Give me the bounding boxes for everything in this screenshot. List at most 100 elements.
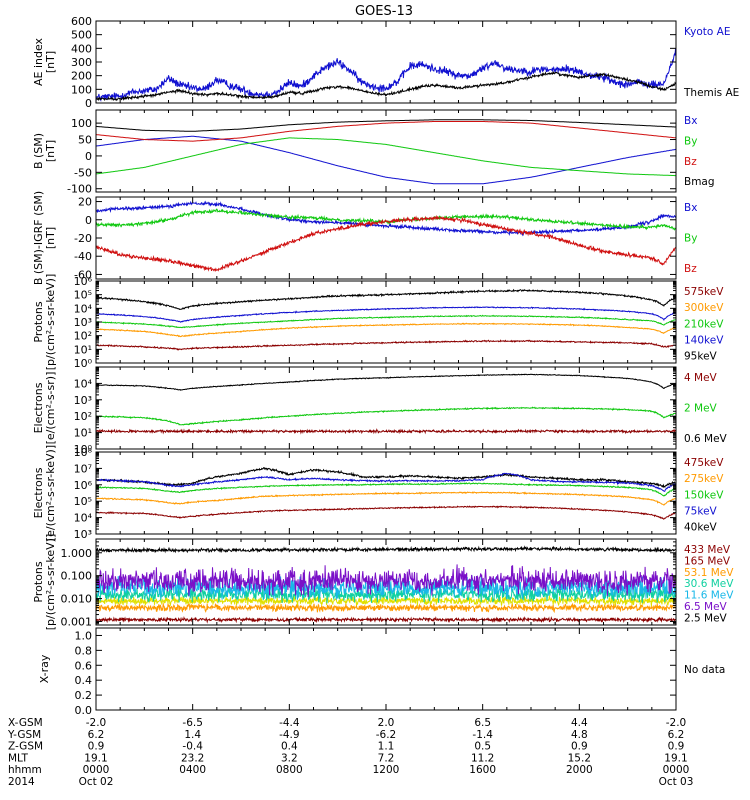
y-tick-label: -50: [74, 166, 92, 179]
ephemeris-cell: 1.1: [378, 741, 395, 753]
ephemeris-row-name: 2014: [8, 776, 35, 788]
panel-frame: [95, 366, 677, 450]
legend-label-protons: 300keV: [684, 302, 724, 314]
series-electrons_lo-150kev: [95, 482, 676, 497]
y-axis-label: [p/(cm²-s-sr-keV)]: [44, 274, 57, 371]
legend-label-bsm: Bz: [684, 156, 697, 168]
y-tick-label: -60: [74, 268, 92, 281]
y-tick-label: 10²: [74, 410, 92, 423]
legend-label-electrons_lo: 75keV: [684, 505, 718, 517]
ephemeris-cell: 1200: [373, 764, 400, 776]
ephemeris-cell: 1600: [469, 764, 496, 776]
series-protons-300kev: [95, 322, 676, 338]
y-tick-label: 10¹: [74, 343, 92, 356]
panel-electrons_hi: 10⁰ 10¹ 10² 10³ 10⁴ Electrons [e/(cm²-s-sr)] 4 …: [32, 366, 728, 456]
series-protons-140kev: [95, 306, 676, 323]
y-axis-label: Electrons: [32, 382, 45, 433]
y-tick-label: 0.100: [61, 570, 93, 583]
ephemeris-cell: 4.8: [571, 729, 588, 741]
legend-label-protons_hi: 6.5 MeV: [684, 601, 728, 613]
y-tick-label: 10⁴: [74, 512, 93, 525]
ephemeris-cell: Oct 03: [659, 776, 694, 788]
y-tick-label: 10⁵: [74, 289, 92, 302]
legend-label-electrons_lo: 275keV: [684, 473, 724, 485]
y-tick-label: 0.010: [61, 593, 93, 606]
y-tick-label: 400: [71, 42, 92, 55]
legend-label-protons_hi: 11.6 MeV: [684, 590, 734, 602]
y-tick-label: 10³: [74, 394, 92, 407]
series-electrons_hi-2-mev: [95, 406, 676, 426]
y-tick-label: 10²: [74, 330, 92, 343]
ephemeris-cell: 6.2: [88, 729, 105, 741]
y-tick-label: 0: [85, 150, 92, 163]
y-tick-label: 0.4: [75, 674, 93, 687]
ephemeris-cell: -4.4: [279, 717, 300, 729]
legend-label-protons_hi: 433 MeV: [684, 544, 731, 556]
y-tick-label: 50: [78, 134, 92, 147]
panel-xray: 0.0 0.2 0.4 0.6 0.8 1.0 X-ray No data: [38, 627, 725, 717]
ephemeris-row-name: hhmm: [8, 764, 42, 776]
ephemeris-cell: 7.2: [378, 752, 395, 764]
ephemeris-cell: -6.2: [376, 729, 397, 741]
legend-label-electrons_lo: 150keV: [684, 489, 724, 501]
y-tick-label: -100: [67, 183, 92, 196]
legend-label-protons_hi: 2.5 MeV: [684, 612, 728, 624]
y-tick-label: -40: [74, 250, 92, 263]
panel-frame: [95, 627, 677, 711]
y-tick-label: 10⁰: [74, 357, 93, 370]
ephemeris-cell: 0000: [663, 764, 690, 776]
ephemeris-cell: 2.0: [378, 717, 395, 729]
series-bsm-bx: [95, 135, 676, 185]
ephemeris-row-name: MLT: [8, 752, 28, 764]
legend-label-bigrf: By: [684, 233, 697, 245]
series-protons_hi-433-mev: [95, 545, 676, 554]
legend-label-protons_hi: 53.1 MeV: [684, 567, 734, 579]
series-protons-575kev: [95, 339, 676, 351]
ephemeris-row-name: Z-GSM: [8, 741, 43, 753]
series-electrons_hi-4-mev: [95, 428, 676, 435]
y-tick-label: 20: [78, 196, 92, 209]
legend-label-bigrf: Bx: [684, 202, 697, 214]
y-tick-label: 0.001: [61, 615, 93, 628]
y-tick-label: 10¹: [74, 427, 92, 440]
series-bigrf-bx: [95, 200, 676, 237]
y-tick-label: 0: [85, 97, 92, 110]
y-axis-label: [nT]: [44, 51, 57, 73]
legend-label-protons: 140keV: [684, 334, 724, 346]
ephemeris-cell: 11.2: [471, 752, 494, 764]
y-tick-label: 10⁴: [74, 377, 93, 390]
ephemeris-cell: -2.0: [86, 717, 107, 729]
y-tick-label: 10⁶: [74, 479, 93, 492]
ephemeris-cell: 15.2: [568, 752, 591, 764]
panel-bsm: -100 -50 0 50 100 B (SM) [nT] Bx By Bz Bmag: [32, 109, 715, 196]
legend-label-bsm: Bx: [684, 115, 697, 127]
y-tick-label: 10⁶: [74, 275, 93, 288]
legend-label-protons_hi: 30.6 MeV: [684, 578, 734, 590]
y-tick-label: 200: [71, 70, 92, 83]
y-axis-label: [e/(cm²-s-sr-keV)]: [44, 445, 57, 541]
y-tick-label: 0.8: [75, 644, 93, 657]
ephemeris-cell: 6.5: [474, 717, 491, 729]
y-tick-label: 10³: [74, 316, 92, 329]
y-axis-label: Electrons: [32, 467, 45, 518]
y-tick-label: 100: [71, 117, 92, 130]
legend-label-bsm: Bmag: [684, 176, 715, 188]
ephemeris-cell: -6.5: [182, 717, 203, 729]
ephemeris-cell: 4.4: [571, 717, 588, 729]
y-axis-label: Protons: [32, 561, 45, 602]
legend-label-ae: Themis AE: [683, 87, 739, 99]
ephemeris-row-name: X-GSM: [8, 717, 43, 729]
series-bsm-bmag: [96, 119, 676, 132]
series-bsm-bz: [96, 121, 676, 142]
y-axis-label: [p/(cm²-s-sr-keV)]: [44, 534, 57, 631]
legend-label-electrons_hi: 4 MeV: [684, 372, 718, 384]
ephemeris-cell: 19.1: [664, 752, 687, 764]
series-bsm-by: [95, 137, 676, 177]
legend-label-electrons_lo: 40keV: [684, 522, 718, 534]
ephemeris-cell: 2000: [566, 764, 593, 776]
legend-label-bigrf: Bz: [684, 263, 697, 275]
series-protons_hi-2-5-mev: [95, 564, 676, 598]
